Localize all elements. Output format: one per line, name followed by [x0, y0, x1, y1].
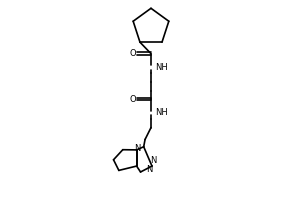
Text: O: O: [130, 95, 136, 104]
Text: O: O: [130, 49, 136, 58]
Text: N: N: [134, 144, 140, 153]
Text: N: N: [146, 165, 153, 174]
Text: NH: NH: [155, 63, 168, 72]
Text: N: N: [150, 156, 157, 165]
Text: NH: NH: [155, 108, 168, 117]
